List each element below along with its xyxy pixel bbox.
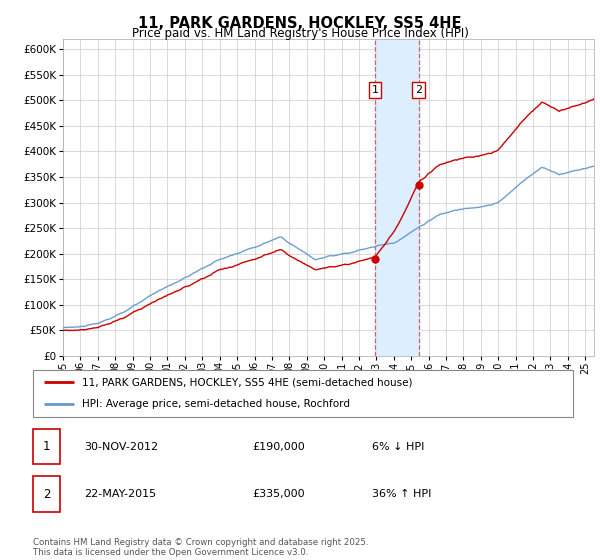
Text: £190,000: £190,000 (252, 442, 305, 451)
Text: HPI: Average price, semi-detached house, Rochford: HPI: Average price, semi-detached house,… (82, 399, 350, 409)
Text: £335,000: £335,000 (252, 489, 305, 499)
Text: 22-MAY-2015: 22-MAY-2015 (84, 489, 156, 499)
Text: 1: 1 (371, 85, 379, 95)
Text: 1: 1 (43, 440, 50, 453)
Text: 6% ↓ HPI: 6% ↓ HPI (372, 442, 424, 451)
Bar (375, 39, 419, 356)
Text: 2: 2 (415, 85, 422, 95)
Text: 11, PARK GARDENS, HOCKLEY, SS5 4HE (semi-detached house): 11, PARK GARDENS, HOCKLEY, SS5 4HE (semi… (82, 377, 412, 388)
Text: 2: 2 (43, 488, 50, 501)
Text: 36% ↑ HPI: 36% ↑ HPI (372, 489, 431, 499)
Text: 11, PARK GARDENS, HOCKLEY, SS5 4HE: 11, PARK GARDENS, HOCKLEY, SS5 4HE (138, 16, 462, 31)
FancyBboxPatch shape (33, 370, 573, 417)
Text: Price paid vs. HM Land Registry's House Price Index (HPI): Price paid vs. HM Land Registry's House … (131, 27, 469, 40)
Text: Contains HM Land Registry data © Crown copyright and database right 2025.
This d: Contains HM Land Registry data © Crown c… (33, 538, 368, 557)
Point (414, 180, 424, 189)
Point (370, 254, 380, 263)
Text: 30-NOV-2012: 30-NOV-2012 (84, 442, 158, 451)
